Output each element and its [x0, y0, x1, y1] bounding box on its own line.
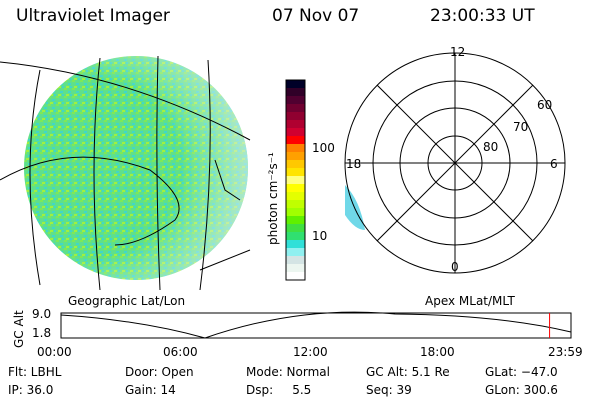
colorbar-band: [286, 80, 305, 89]
polar-label-12: 12: [450, 45, 466, 59]
colorbar-band: [286, 224, 305, 233]
colorbar-band: [286, 248, 305, 257]
polar-label-80: 80: [483, 140, 499, 154]
apex-label: Apex MLat/MLT: [425, 294, 515, 308]
polar-label-18: 18: [346, 157, 362, 171]
colorbar-band: [286, 184, 305, 193]
polar-label-0: 0: [451, 260, 459, 274]
colorbar-band: [286, 152, 305, 161]
gc-alt-axis-label: GC Alt: [12, 310, 26, 348]
colorbar-band: [286, 216, 305, 225]
date-label: 07 Nov 07: [272, 6, 360, 26]
x-tick-18: 18:00: [420, 345, 455, 359]
earth-image: [0, 55, 251, 291]
colorbar-band: [286, 192, 305, 201]
ip-info: IP: 36.0: [8, 383, 54, 397]
polar-aurora: [345, 185, 365, 230]
colorbar-band: [286, 112, 305, 121]
door-info: Door: Open: [125, 365, 194, 379]
colorbar-band: [286, 88, 305, 97]
x-tick-6: 06:00: [163, 345, 198, 359]
polar-label-6: 6: [550, 157, 558, 171]
y-tick-1.8: 1.8: [32, 326, 52, 340]
colorbar-band: [286, 208, 305, 217]
altitude-plot: [60, 311, 572, 339]
x-tick-0: 00:00: [37, 345, 72, 359]
colorbar-band: [286, 120, 305, 129]
colorbar-tick-100: 100: [312, 141, 335, 155]
seq-info: Seq: 39: [366, 383, 412, 397]
colorbar-band: [286, 136, 305, 145]
gc-alt-info: GC Alt: 5.1 Re: [366, 365, 450, 379]
colorbar-band: [286, 176, 305, 185]
instrument-title: Ultraviolet Imager: [16, 6, 170, 26]
colorbar-band: [286, 232, 305, 241]
colorbar: [285, 79, 306, 281]
glat-info: GLat: −47.0: [485, 365, 558, 379]
colorbar-band: [286, 128, 305, 137]
colorbar-band: [286, 272, 305, 281]
colorbar-band: [286, 264, 305, 273]
mode-info: Mode: Normal: [246, 365, 330, 379]
colorbar-band: [286, 240, 305, 249]
polar-label-60: 60: [537, 98, 553, 112]
colorbar-band: [286, 96, 305, 105]
colorbar-label: photon cm⁻²s⁻¹: [266, 152, 280, 245]
colorbar-frame: [285, 79, 306, 281]
colorbar-band: [286, 256, 305, 265]
x-tick-12: 12:00: [293, 345, 328, 359]
glon-info: GLon: 300.6: [485, 383, 558, 397]
colorbar-band: [286, 200, 305, 209]
y-tick-9: 9.0: [32, 307, 52, 321]
polar-label-70: 70: [513, 120, 529, 134]
colorbar-band: [286, 160, 305, 169]
colorbar-band: [286, 168, 305, 177]
colorbar-band: [286, 104, 305, 113]
geographic-label: Geographic Lat/Lon: [68, 294, 186, 308]
time-label: 23:00:33 UT: [430, 6, 535, 26]
gain-info: Gain: 14: [125, 383, 176, 397]
polar-grid: [344, 52, 566, 274]
x-tick-end: 23:59: [548, 345, 583, 359]
filter-info: Flt: LBHL: [8, 365, 62, 379]
colorbar-tick-10: 10: [312, 229, 328, 243]
dsp-info: Dsp: 5.5: [246, 383, 312, 397]
colorbar-band: [286, 144, 305, 153]
